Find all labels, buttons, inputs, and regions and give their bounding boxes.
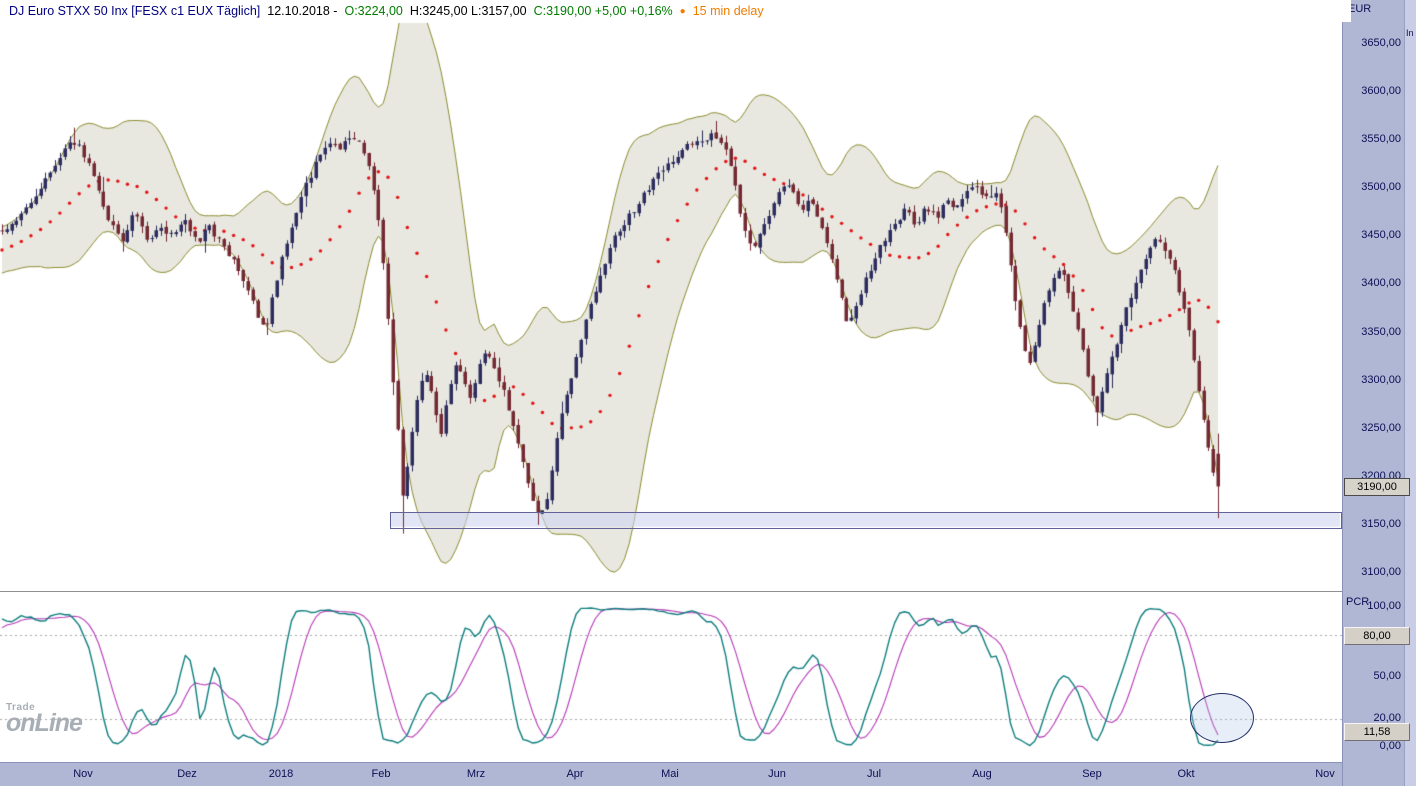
delay-indicator: 15 min delay [692, 4, 764, 18]
pane-divider[interactable] [0, 591, 1342, 592]
time-axis-label: Mrz [466, 768, 486, 780]
price-axis-label: 3400,00 [1361, 277, 1401, 290]
header-high-low: H:3245,00 L:3157,00 [409, 4, 527, 18]
oscillator-axis-label: 100,00 [1367, 600, 1401, 612]
watermark-logo: Trade onLine [6, 703, 83, 737]
oscillator-axis-label: 0,00 [1379, 740, 1401, 752]
time-axis-label: 2018 [268, 768, 294, 780]
annotation-ellipse[interactable] [1190, 693, 1254, 743]
delay-bullet-icon: ● [679, 5, 686, 17]
time-axis-label: Feb [371, 768, 391, 780]
time-axis-label: Nov [1315, 768, 1335, 780]
level-80-badge[interactable]: 80,00 [1344, 627, 1410, 645]
header-close: C:3190,00 +5,00 +0,16% [533, 4, 673, 18]
oscillator-value-badge: 11,58 [1344, 722, 1410, 741]
price-axis-label: 3650,00 [1361, 37, 1401, 49]
price-axis-label: 3450,00 [1361, 229, 1401, 242]
currency-label: EUR [1348, 3, 1372, 15]
header-date: 12.10.2018 - [267, 4, 338, 18]
time-axis-label: Jul [866, 768, 882, 780]
price-axis-label: 3500,00 [1361, 181, 1401, 194]
chart-header: DJ Euro STXX 50 Inx [FESX c1 EUX Täglich… [0, 0, 1351, 22]
support-zone[interactable] [390, 512, 1342, 529]
time-axis-label: Nov [73, 768, 93, 780]
header-open: O:3224,00 [344, 4, 403, 18]
time-axis-label: Jun [768, 768, 786, 780]
time-axis-label: Aug [972, 768, 992, 780]
axis-scrollbar[interactable] [1404, 0, 1416, 786]
oscillator-axis-label: 50,00 [1373, 670, 1401, 682]
watermark-line2: onLine [6, 709, 83, 737]
time-axis[interactable]: Nov Dez 2018 Feb Mrz Apr Mai Jun Jul Aug Sep Okt Nov [0, 762, 1342, 786]
time-axis-label: Apr [566, 768, 584, 780]
price-axis-label: 3150,00 [1361, 517, 1401, 530]
price-axis-label: 3300,00 [1361, 373, 1401, 386]
price-axis-label: 3350,00 [1361, 325, 1401, 338]
price-axis[interactable]: EUR In PCR 3190,00 80,00 11,58 3650,00 36… [1342, 0, 1416, 786]
time-axis-label: Dez [177, 768, 197, 780]
time-axis-label: Sep [1082, 768, 1102, 780]
price-axis-label: 3100,00 [1361, 566, 1401, 578]
price-axis-label: 3250,00 [1361, 421, 1401, 434]
price-axis-label: 3550,00 [1361, 133, 1401, 146]
price-axis-label: 3600,00 [1361, 85, 1401, 98]
time-axis-label: Okt [1177, 768, 1195, 780]
oscillator-name-label: PCR [1346, 596, 1370, 608]
last-price-badge: 3190,00 [1344, 478, 1410, 497]
oscillator-pane[interactable] [0, 592, 1342, 762]
instrument-title: DJ Euro STXX 50 Inx [FESX c1 EUX Täglich… [9, 4, 261, 18]
price-pane[interactable] [0, 22, 1342, 591]
time-axis-label: Mai [661, 768, 679, 780]
axis-corner-label: In [1406, 28, 1414, 38]
